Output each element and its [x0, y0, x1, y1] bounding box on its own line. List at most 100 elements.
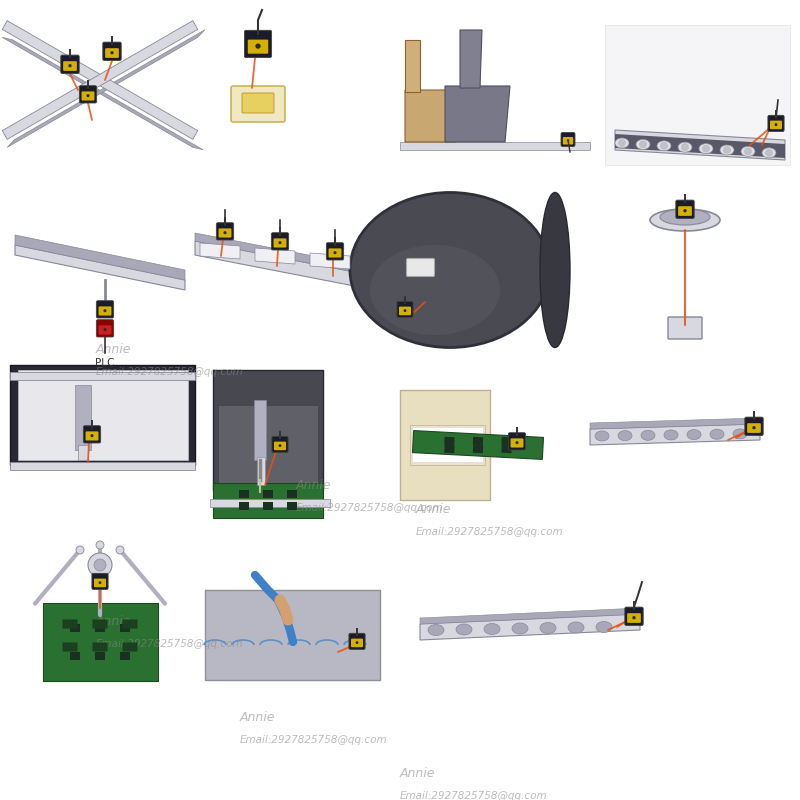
Polygon shape [200, 243, 240, 259]
Polygon shape [473, 437, 483, 446]
FancyBboxPatch shape [96, 301, 114, 318]
Polygon shape [263, 502, 273, 510]
Text: Annie: Annie [240, 711, 275, 724]
FancyBboxPatch shape [678, 206, 692, 216]
FancyBboxPatch shape [768, 115, 784, 131]
Text: Annie: Annie [400, 767, 435, 780]
FancyBboxPatch shape [94, 578, 106, 587]
Ellipse shape [733, 429, 747, 439]
Polygon shape [473, 445, 483, 454]
Ellipse shape [618, 430, 632, 441]
FancyBboxPatch shape [274, 238, 286, 247]
Polygon shape [120, 624, 130, 632]
FancyBboxPatch shape [627, 613, 641, 623]
FancyBboxPatch shape [105, 48, 119, 58]
FancyBboxPatch shape [397, 302, 413, 318]
FancyBboxPatch shape [96, 320, 114, 337]
Circle shape [765, 149, 773, 157]
Polygon shape [413, 430, 543, 459]
Circle shape [68, 64, 72, 67]
Circle shape [632, 616, 636, 619]
Ellipse shape [484, 623, 500, 634]
FancyBboxPatch shape [406, 258, 434, 277]
FancyBboxPatch shape [79, 86, 97, 103]
Polygon shape [239, 502, 249, 510]
FancyBboxPatch shape [93, 619, 107, 629]
Circle shape [515, 441, 518, 444]
Bar [413, 428, 483, 462]
Bar [254, 400, 266, 460]
Circle shape [98, 581, 102, 584]
Circle shape [566, 139, 570, 142]
FancyBboxPatch shape [562, 137, 573, 145]
FancyBboxPatch shape [102, 42, 122, 61]
Text: Annie: Annie [296, 479, 331, 492]
Polygon shape [120, 652, 130, 660]
Ellipse shape [699, 144, 713, 154]
Ellipse shape [650, 209, 720, 231]
Ellipse shape [540, 622, 556, 634]
Ellipse shape [428, 625, 444, 635]
FancyBboxPatch shape [508, 433, 526, 450]
FancyBboxPatch shape [349, 634, 365, 650]
Bar [218, 405, 318, 485]
FancyBboxPatch shape [676, 200, 694, 218]
Polygon shape [590, 424, 760, 445]
Bar [10, 365, 195, 465]
Text: Annie: Annie [96, 343, 131, 356]
Ellipse shape [540, 193, 570, 347]
FancyBboxPatch shape [98, 306, 111, 315]
FancyBboxPatch shape [86, 431, 98, 441]
Text: Email:2927825758@qq.com: Email:2927825758@qq.com [296, 503, 444, 513]
Ellipse shape [370, 245, 500, 335]
Circle shape [752, 426, 756, 430]
Circle shape [334, 251, 337, 254]
Polygon shape [287, 502, 298, 510]
Polygon shape [70, 624, 80, 632]
Circle shape [90, 434, 94, 438]
Polygon shape [42, 603, 158, 681]
Ellipse shape [636, 139, 650, 150]
Ellipse shape [741, 146, 755, 157]
Bar [10, 372, 195, 380]
FancyBboxPatch shape [668, 317, 702, 339]
FancyBboxPatch shape [122, 619, 138, 629]
Ellipse shape [678, 142, 692, 152]
Ellipse shape [595, 431, 609, 441]
FancyBboxPatch shape [63, 61, 77, 71]
Circle shape [86, 94, 90, 98]
Text: Email:2927825758@qq.com: Email:2927825758@qq.com [416, 527, 564, 537]
Circle shape [223, 231, 226, 234]
Polygon shape [502, 445, 512, 454]
Circle shape [774, 123, 778, 126]
Polygon shape [195, 241, 375, 290]
FancyBboxPatch shape [61, 55, 79, 74]
FancyBboxPatch shape [770, 121, 782, 130]
Polygon shape [420, 614, 640, 640]
Bar [257, 457, 265, 485]
FancyBboxPatch shape [92, 574, 108, 590]
Text: Email:2927825758@qq.com: Email:2927825758@qq.com [240, 734, 388, 745]
Ellipse shape [710, 430, 724, 439]
Text: PLC: PLC [95, 358, 114, 368]
FancyBboxPatch shape [83, 426, 101, 443]
Ellipse shape [687, 430, 701, 440]
Ellipse shape [568, 622, 584, 633]
FancyBboxPatch shape [62, 619, 78, 629]
Bar [210, 499, 330, 507]
Polygon shape [2, 21, 198, 139]
FancyBboxPatch shape [82, 91, 94, 101]
Polygon shape [460, 30, 482, 88]
Text: Email:2927825758@qq.com: Email:2927825758@qq.com [96, 638, 244, 649]
Ellipse shape [615, 138, 629, 148]
FancyBboxPatch shape [242, 93, 274, 113]
Polygon shape [444, 437, 454, 446]
Bar [10, 462, 195, 470]
Circle shape [702, 145, 710, 153]
Polygon shape [420, 608, 640, 624]
FancyBboxPatch shape [62, 642, 78, 651]
Polygon shape [445, 86, 510, 142]
FancyBboxPatch shape [400, 390, 490, 500]
Circle shape [681, 143, 689, 151]
Circle shape [96, 541, 104, 549]
